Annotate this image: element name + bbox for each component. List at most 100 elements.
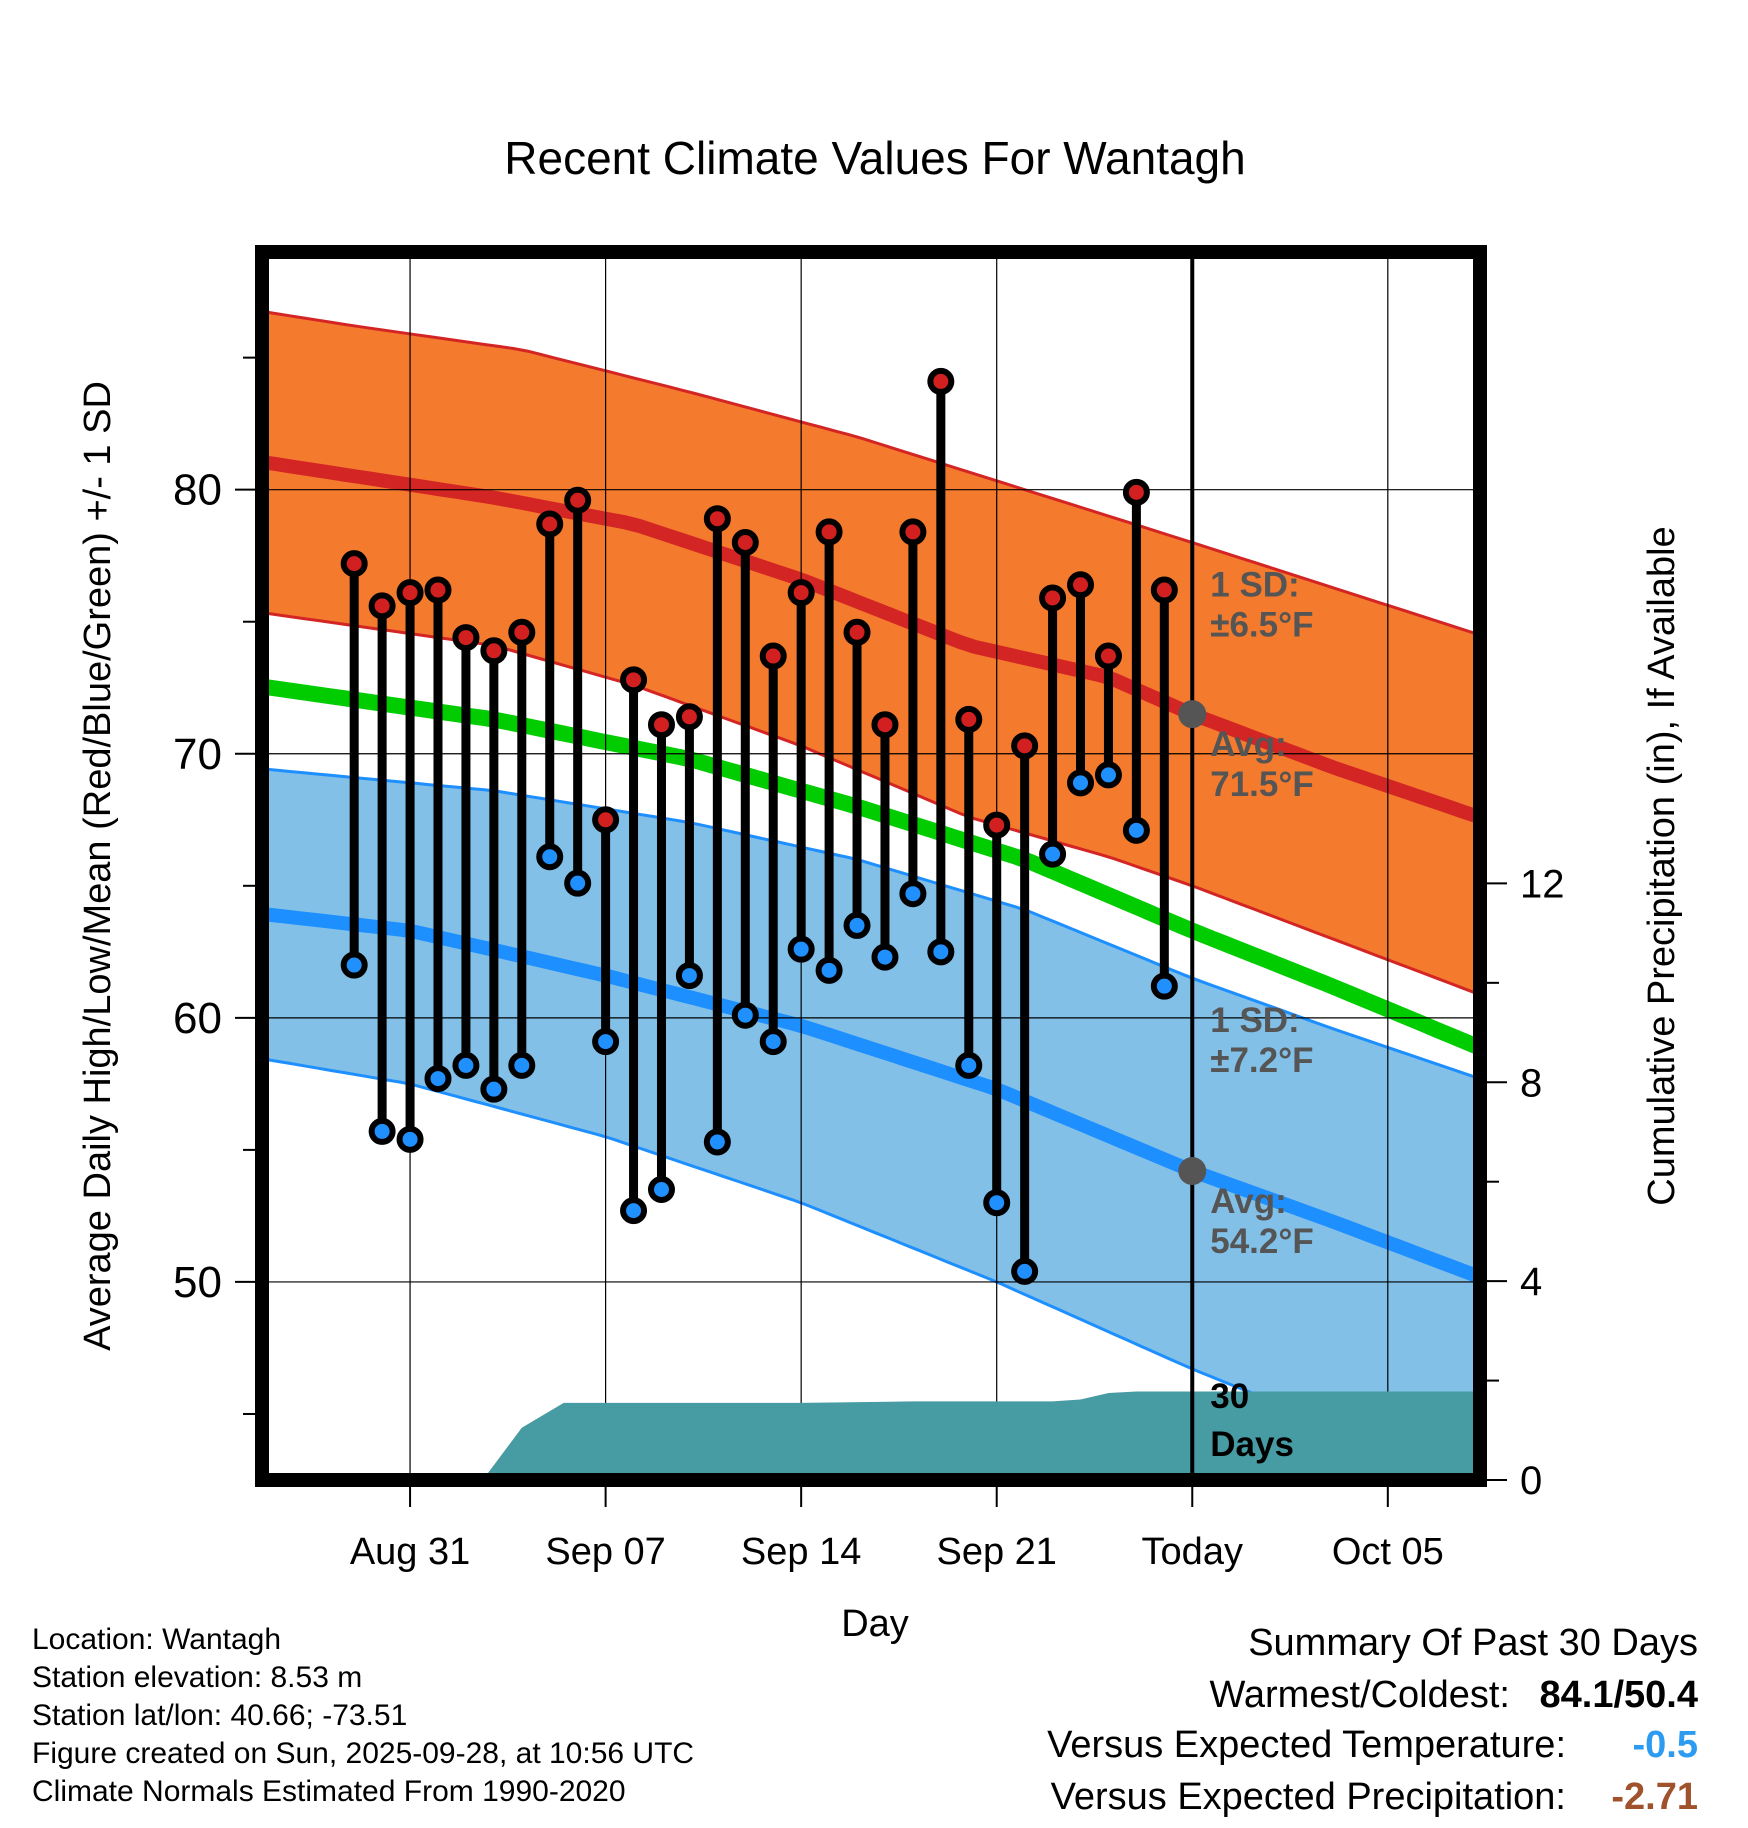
daily-low-point: [899, 880, 927, 908]
daily-low-point: [759, 1028, 787, 1056]
daily-low-point: [424, 1065, 452, 1093]
daily-low-point: [815, 956, 843, 984]
window-label-30: 30: [1210, 1377, 1249, 1416]
daily-low-point: [927, 938, 955, 966]
summary-heading: Summary Of Past 30 Days: [1248, 1622, 1698, 1664]
daily-low-point: [1011, 1257, 1039, 1285]
y-tick-label-left: 60: [173, 994, 222, 1043]
info-location: Location: Wantagh: [32, 1623, 282, 1656]
chart-title: Recent Climate Values For Wantagh: [504, 132, 1245, 184]
y-tick-label-left: 70: [173, 730, 222, 779]
summary-warm-cold-label: Warmest/Coldest:: [1209, 1674, 1510, 1716]
daily-high-point: [1150, 576, 1178, 604]
daily-low-point: [564, 869, 592, 897]
today-low-avg-marker: [1178, 1157, 1207, 1186]
daily-high-point: [1039, 584, 1067, 612]
daily-high-point: [480, 637, 508, 665]
summary-precip-value: -2.71: [1611, 1776, 1698, 1818]
daily-high-point: [396, 579, 424, 607]
y-tick-label-right: 12: [1520, 862, 1565, 906]
y-tick-label-left: 80: [173, 466, 222, 515]
daily-high-point: [815, 518, 843, 546]
info-latlon: Station lat/lon: 40.66; -73.51: [32, 1699, 408, 1732]
high-sd-value: ±6.5°F: [1210, 605, 1313, 644]
daily-high-point: [620, 666, 648, 694]
x-tick-label: Sep 14: [741, 1531, 861, 1573]
summary-temp-label: Versus Expected Temperature:: [1047, 1724, 1566, 1766]
daily-high-point: [843, 618, 871, 646]
x-tick-label: Oct 05: [1332, 1531, 1444, 1573]
daily-low-point: [368, 1117, 396, 1145]
y-axis-label-right: Cumulative Precipitation (in), If Availa…: [1641, 526, 1683, 1205]
daily-low-point: [787, 935, 815, 963]
daily-low-point: [396, 1125, 424, 1153]
daily-high-point: [340, 550, 368, 578]
daily-high-point: [759, 642, 787, 670]
summary-temp-value: -0.5: [1632, 1724, 1698, 1766]
daily-low-point: [1094, 761, 1122, 789]
daily-high-point: [983, 811, 1011, 839]
y-axis-label-left: Average Daily High/Low/Mean (Red/Blue/Gr…: [77, 381, 119, 1351]
high-sd-band: [262, 311, 1478, 994]
daily-low-point: [955, 1051, 983, 1079]
high-avg-label: Avg:: [1210, 725, 1286, 764]
info-created: Figure created on Sun, 2025-09-28, at 10…: [32, 1737, 695, 1770]
low-sd-label: 1 SD:: [1210, 1001, 1299, 1040]
daily-high-point: [787, 579, 815, 607]
daily-low-point: [1122, 816, 1150, 844]
daily-low-point: [480, 1075, 508, 1103]
daily-high-point: [368, 592, 396, 620]
x-tick-label: Aug 31: [350, 1531, 470, 1573]
daily-high-point: [675, 703, 703, 731]
daily-high-point: [1094, 642, 1122, 670]
daily-low-point: [983, 1189, 1011, 1217]
daily-high-point: [703, 505, 731, 533]
y-tick-label-right: 4: [1520, 1260, 1542, 1304]
daily-low-point: [340, 951, 368, 979]
x-tick-label: Today: [1142, 1531, 1243, 1573]
daily-low-point: [452, 1051, 480, 1079]
daily-low-point: [536, 843, 564, 871]
daily-low-point: [1150, 972, 1178, 1000]
high-avg-value: 71.5°F: [1210, 765, 1314, 804]
daily-high-point: [592, 806, 620, 834]
high-sd-upper-line: [262, 309, 1478, 636]
today-high-avg-marker: [1178, 700, 1207, 729]
high-avg-line: [262, 455, 1480, 824]
daily-low-point: [592, 1028, 620, 1056]
daily-low-point: [647, 1176, 675, 1204]
daily-high-point: [647, 711, 675, 739]
daily-high-point: [1122, 478, 1150, 506]
y-tick-label-left: 50: [173, 1258, 222, 1307]
daily-high-point: [452, 624, 480, 652]
window-label-days: Days: [1210, 1425, 1294, 1464]
low-sd-band: [262, 768, 1478, 1480]
low-sd-value: ±7.2°F: [1210, 1041, 1313, 1080]
x-tick-label: Sep 21: [936, 1531, 1056, 1573]
summary-precip-label: Versus Expected Precipitation:: [1050, 1776, 1566, 1818]
precip-area: [482, 1391, 1480, 1480]
plot-frame: [255, 245, 1487, 1487]
daily-high-point: [955, 705, 983, 733]
y-tick-label-right: 0: [1520, 1459, 1542, 1503]
info-normals: Climate Normals Estimated From 1990-2020: [32, 1775, 626, 1808]
low-avg-label: Avg:: [1210, 1182, 1286, 1221]
info-elevation: Station elevation: 8.53 m: [32, 1661, 363, 1694]
daily-high-point: [1067, 571, 1095, 599]
x-axis-label: Day: [841, 1603, 909, 1645]
daily-high-point: [1011, 732, 1039, 760]
daily-high-point: [731, 528, 759, 556]
daily-high-point: [564, 486, 592, 514]
daily-low-point: [620, 1197, 648, 1225]
daily-low-point: [843, 911, 871, 939]
daily-low-point: [1039, 840, 1067, 868]
summary-warm-cold-value: 84.1/50.4: [1539, 1674, 1698, 1716]
daily-high-point: [871, 711, 899, 739]
daily-high-point: [508, 618, 536, 646]
daily-low-point: [675, 962, 703, 990]
daily-low-point: [731, 1001, 759, 1029]
daily-low-point: [703, 1128, 731, 1156]
high-sd-label: 1 SD:: [1210, 565, 1299, 604]
daily-low-point: [871, 943, 899, 971]
